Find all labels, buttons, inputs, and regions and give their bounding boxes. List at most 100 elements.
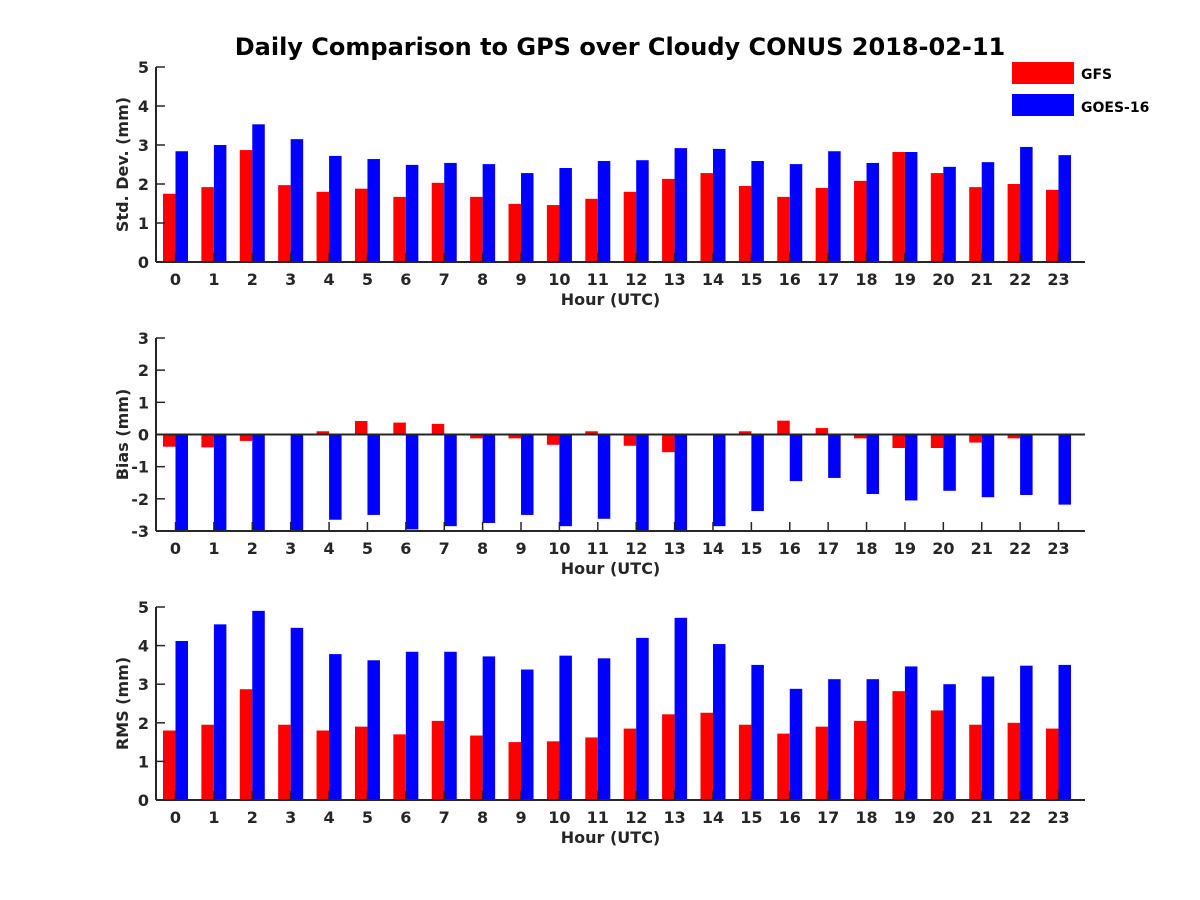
x-tick-label: 3	[285, 539, 296, 558]
bar-goes16-20	[943, 166, 956, 262]
bar-goes16-9	[521, 434, 534, 515]
x-tick-label: 18	[855, 539, 877, 558]
bar-goes16-3	[290, 434, 304, 531]
y-tick-label: 3	[138, 136, 149, 155]
bar-goes16-11	[597, 434, 611, 519]
x-tick-label: 17	[817, 270, 839, 289]
legend-swatch-goes16	[1012, 94, 1074, 116]
bar-gfs-9	[508, 742, 522, 800]
bar-goes16-16	[789, 434, 803, 482]
bar-goes16-12	[636, 160, 649, 262]
x-tick-label: 8	[477, 270, 488, 289]
bar-gfs-23	[1046, 728, 1059, 800]
y-tick-label: 2	[138, 714, 149, 733]
legend: GFS GOES-16	[1012, 62, 1149, 116]
bar-goes16-22	[1020, 665, 1033, 800]
x-tick-label: 0	[170, 539, 181, 558]
bar-gfs-12	[623, 191, 637, 262]
bar-goes16-2	[252, 124, 265, 262]
y-axis-label: RMS (mm)	[113, 657, 132, 750]
bar-gfs-4	[316, 431, 330, 435]
legend-swatch-gfs	[1012, 62, 1074, 84]
x-tick-label: 4	[323, 808, 334, 827]
x-tick-label: 5	[362, 808, 373, 827]
bar-gfs-10	[546, 205, 560, 262]
bar-goes16-6	[405, 651, 419, 800]
bar-goes16-14	[712, 434, 726, 527]
bar-goes16-15	[751, 160, 764, 262]
bar-gfs-7	[431, 182, 445, 262]
bar-gfs-6	[393, 734, 406, 800]
x-tick-label: 2	[247, 539, 258, 558]
bar-goes16-10	[559, 434, 572, 527]
bar-goes16-12	[636, 637, 649, 800]
bar-goes16-20	[943, 684, 956, 800]
bar-gfs-2	[239, 150, 253, 262]
x-tick-label: 13	[663, 539, 685, 558]
bar-gfs-4	[316, 730, 330, 800]
y-tick-label: -1	[131, 458, 149, 477]
bar-gfs-18	[854, 720, 867, 800]
x-tick-label: 18	[855, 270, 877, 289]
x-tick-label: 2	[247, 270, 258, 289]
x-tick-label: 5	[362, 539, 373, 558]
bar-goes16-14	[712, 644, 726, 800]
x-tick-label: 9	[515, 270, 526, 289]
bar-goes16-8	[482, 164, 496, 262]
bar-goes16-21	[981, 434, 995, 498]
bar-goes16-4	[329, 654, 342, 800]
x-tick-label: 6	[400, 808, 411, 827]
x-tick-label: 11	[587, 539, 609, 558]
bar-goes16-0	[175, 434, 188, 531]
x-axis-label: Hour (UTC)	[561, 828, 661, 847]
x-axis-label: Hour (UTC)	[561, 290, 661, 309]
bar-gfs-9	[508, 434, 522, 439]
bar-gfs-21	[969, 724, 982, 800]
bar-gfs-15	[738, 185, 752, 262]
x-tick-label: 11	[587, 270, 609, 289]
x-tick-label: 23	[1047, 270, 1069, 289]
bar-goes16-1	[213, 434, 227, 531]
x-tick-label: 21	[971, 808, 993, 827]
x-tick-label: 21	[971, 539, 993, 558]
bar-goes16-6	[405, 164, 419, 262]
x-tick-label: 18	[855, 808, 877, 827]
bar-gfs-1	[201, 187, 214, 262]
bar-gfs-14	[700, 712, 713, 800]
bar-gfs-4	[316, 191, 330, 262]
x-tick-label: 19	[894, 539, 916, 558]
x-tick-label: 19	[894, 270, 916, 289]
bar-goes16-16	[789, 688, 803, 800]
y-axis-label: Bias (mm)	[113, 389, 132, 481]
bar-gfs-10	[546, 434, 560, 445]
bar-gfs-11	[585, 737, 598, 800]
bar-gfs-22	[1007, 434, 1021, 439]
bar-goes16-11	[597, 658, 611, 800]
x-tick-label: 3	[285, 270, 296, 289]
bar-gfs-17	[815, 428, 829, 435]
x-tick-label: 12	[625, 808, 647, 827]
bar-gfs-16	[777, 196, 790, 262]
bar-gfs-8	[470, 196, 483, 262]
bar-goes16-16	[789, 164, 803, 262]
x-tick-label: 1	[208, 539, 219, 558]
x-tick-label: 9	[515, 539, 526, 558]
bar-goes16-15	[751, 664, 764, 800]
y-tick-label: 4	[138, 97, 149, 116]
bar-gfs-10	[546, 741, 560, 800]
bar-gfs-6	[393, 196, 406, 262]
y-tick-label: 0	[138, 426, 149, 445]
y-tick-label: 2	[138, 175, 149, 194]
x-tick-label: 15	[740, 539, 762, 558]
bar-goes16-9	[521, 669, 534, 800]
x-tick-label: 1	[208, 808, 219, 827]
x-tick-label: 2	[247, 808, 258, 827]
y-tick-label: 1	[138, 214, 149, 233]
bar-goes16-7	[444, 434, 457, 527]
bar-gfs-9	[508, 203, 522, 262]
bar-gfs-11	[585, 431, 598, 435]
bar-gfs-0	[163, 193, 176, 262]
bar-goes16-23	[1058, 664, 1071, 800]
